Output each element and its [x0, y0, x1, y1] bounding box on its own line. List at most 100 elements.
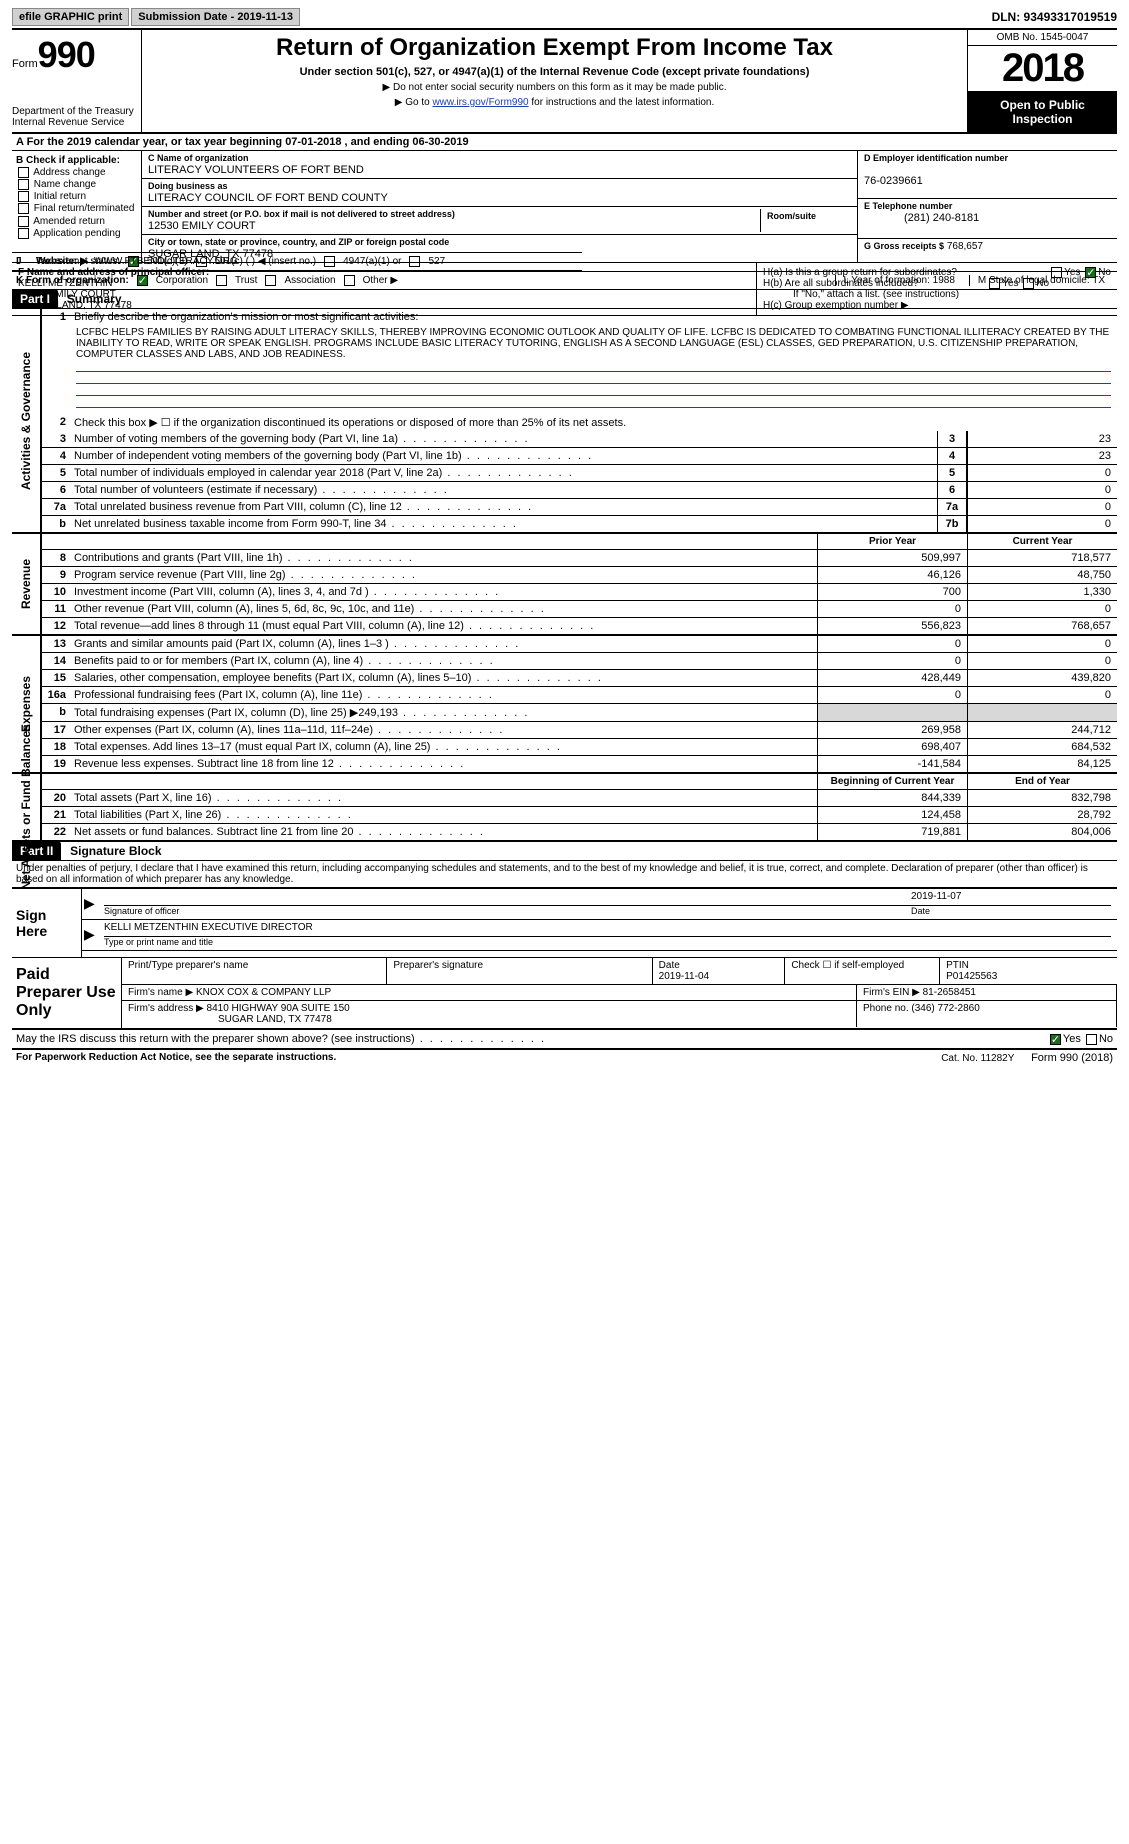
page-footer: For Paperwork Reduction Act Notice, see …: [12, 1050, 1117, 1066]
firm-addr1: 8410 HIGHWAY 90A SUITE 150: [207, 1003, 350, 1014]
lbl-final-return: Final return/terminated: [34, 204, 135, 215]
fin-desc: Investment income (Part VIII, column (A)…: [70, 584, 817, 600]
fin-line: 19 Revenue less expenses. Subtract line …: [42, 756, 1117, 772]
prep-date-label: Date: [659, 960, 680, 971]
form-org-label: K Form of organization:: [16, 275, 129, 286]
chk-trust[interactable]: [216, 275, 227, 286]
gov-amt: 0: [967, 499, 1117, 515]
fin-line: 16a Professional fundraising fees (Part …: [42, 687, 1117, 704]
gross-receipts-label: G Gross receipts $: [864, 241, 944, 251]
row-j-website: JWebsite: ▶ WWW.FTBENDLITERACY.ORG: [12, 253, 582, 271]
phone-label: E Telephone number: [864, 201, 952, 211]
lbl-other: Other ▶: [363, 275, 398, 286]
fin-desc: Contributions and grants (Part VIII, lin…: [70, 550, 817, 566]
gov-amt: 23: [967, 448, 1117, 464]
netassets-block: Net Assets or Fund Balances Beginning of…: [12, 774, 1117, 842]
chk-corporation[interactable]: [137, 275, 148, 286]
ha-no[interactable]: [1085, 267, 1096, 278]
fin-current: 48,750: [967, 567, 1117, 583]
fin-current: 0: [967, 653, 1117, 669]
fin-line: 14 Benefits paid to or for members (Part…: [42, 653, 1117, 670]
note-ssn: ▶ Do not enter social security numbers o…: [148, 82, 961, 93]
fin-current: 1,330: [967, 584, 1117, 600]
fin-prior: 700: [817, 584, 967, 600]
fin-line: b Total fundraising expenses (Part IX, c…: [42, 704, 1117, 722]
discuss-no-lbl: No: [1099, 1033, 1113, 1045]
declaration-text: Under penalties of perjury, I declare th…: [12, 861, 1117, 887]
fin-line: 11 Other revenue (Part VIII, column (A),…: [42, 601, 1117, 618]
gov-desc: Total number of volunteers (estimate if …: [70, 482, 937, 498]
tax-year: 2018: [968, 46, 1117, 92]
fin-line: 8 Contributions and grants (Part VIII, l…: [42, 550, 1117, 567]
check-self-employed: Check ☐ if self-employed: [785, 958, 940, 985]
discuss-yes[interactable]: [1050, 1034, 1061, 1045]
fin-desc: Professional fundraising fees (Part IX, …: [70, 687, 817, 703]
dba-label: Doing business as: [148, 181, 228, 191]
line2-text: Check this box ▶ ☐ if the organization d…: [70, 414, 1117, 431]
governance-block: Activities & Governance 1Briefly describ…: [12, 309, 1117, 534]
part1-badge: Part I: [12, 290, 58, 308]
part2-header-row: Part II Signature Block: [12, 842, 1117, 861]
blueline: [76, 372, 1111, 384]
discuss-no[interactable]: [1086, 1034, 1097, 1045]
sign-here-label: Sign Here: [12, 889, 82, 957]
year-formation: L Year of formation: 1988: [835, 275, 963, 286]
form-990-page: efile GRAPHIC print Submission Date - 20…: [0, 0, 1129, 1074]
dept-treasury: Department of the Treasury Internal Reve…: [12, 106, 137, 128]
chk-application-pending[interactable]: [18, 228, 29, 239]
fin-current: 832,798: [967, 790, 1117, 806]
prep-name-label: Print/Type preparer's name: [122, 958, 387, 985]
fin-current: 768,657: [967, 618, 1117, 634]
efile-print-button[interactable]: efile GRAPHIC print: [12, 8, 129, 26]
form-header: Form990 Department of the Treasury Inter…: [12, 30, 1117, 134]
form-prefix: Form: [12, 58, 38, 70]
beg-year-hdr: Beginning of Current Year: [817, 774, 967, 789]
fin-prior: 844,339: [817, 790, 967, 806]
fin-desc: Total revenue—add lines 8 through 11 (mu…: [70, 618, 817, 634]
side-revenue: Revenue: [19, 559, 33, 609]
firm-addr2: SUGAR LAND, TX 77478: [128, 1014, 332, 1025]
fin-prior: 0: [817, 653, 967, 669]
gov-amt: 23: [967, 431, 1117, 447]
chk-final-return[interactable]: [18, 203, 29, 214]
fin-current: [967, 704, 1117, 721]
sign-here-block: Sign Here ▶ Signature of officer 2019-11…: [12, 887, 1117, 957]
note-goto-pre: ▶ Go to: [395, 97, 433, 108]
section-b-header: B Check if applicable:: [16, 155, 120, 166]
form-number: 990: [38, 34, 95, 75]
dln: DLN: 93493317019519: [992, 10, 1117, 24]
submission-date: Submission Date - 2019-11-13: [131, 8, 300, 26]
blueline: [76, 384, 1111, 396]
chk-address-change[interactable]: [18, 167, 29, 178]
firm-name-label: Firm's name ▶: [128, 987, 193, 998]
gov-line: 5 Total number of individuals employed i…: [42, 465, 1117, 482]
blueline: [76, 360, 1111, 372]
irs-link[interactable]: www.irs.gov/Form990: [432, 97, 528, 108]
firm-phone: (346) 772-2860: [911, 1003, 979, 1014]
fin-line: 15 Salaries, other compensation, employe…: [42, 670, 1117, 687]
row-a-tax-year: A For the 2019 calendar year, or tax yea…: [12, 134, 1117, 151]
fin-current: 28,792: [967, 807, 1117, 823]
gov-line: 7a Total unrelated business revenue from…: [42, 499, 1117, 516]
ptin-value: P01425563: [946, 971, 997, 982]
fin-prior: 428,449: [817, 670, 967, 686]
fin-desc: Other revenue (Part VIII, column (A), li…: [70, 601, 817, 617]
paid-preparer-label: Paid Preparer Use Only: [12, 958, 122, 1028]
lbl-address-change: Address change: [33, 167, 105, 178]
chk-association[interactable]: [265, 275, 276, 286]
part1-title: Summary: [61, 290, 128, 308]
fin-current: 0: [967, 636, 1117, 652]
fin-prior: -141,584: [817, 756, 967, 772]
chk-name-change[interactable]: [18, 179, 29, 190]
fin-prior: 0: [817, 687, 967, 703]
chk-other[interactable]: [344, 275, 355, 286]
end-year-hdr: End of Year: [967, 774, 1117, 789]
identity-section: B Check if applicable: Address change Na…: [12, 151, 1117, 263]
chk-initial-return[interactable]: [18, 191, 29, 202]
website-value: WWW.FTBENDLITERACY.ORG: [94, 256, 238, 267]
fin-desc: Benefits paid to or for members (Part IX…: [70, 653, 817, 669]
fin-line: 13 Grants and similar amounts paid (Part…: [42, 636, 1117, 653]
chk-amended-return[interactable]: [18, 216, 29, 227]
gross-receipts-value: 768,657: [947, 241, 983, 252]
discuss-yes-lbl: Yes: [1063, 1033, 1081, 1045]
